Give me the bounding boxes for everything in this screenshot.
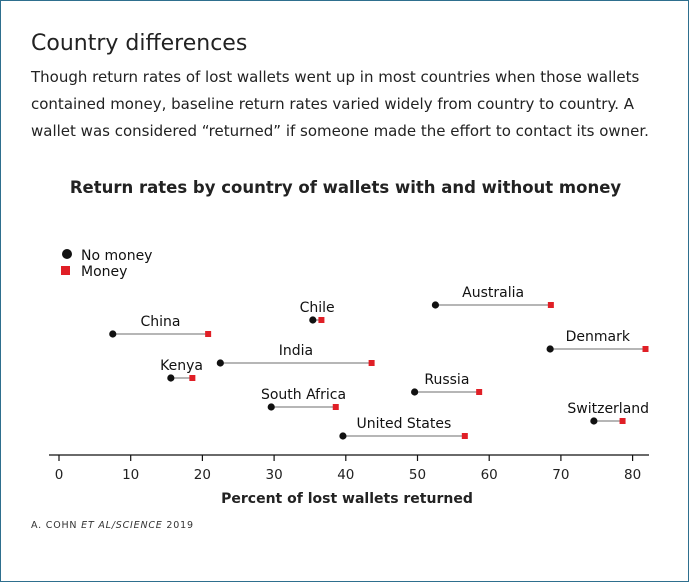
country-label: Denmark xyxy=(566,329,631,345)
no-money-point xyxy=(590,417,598,425)
money-point xyxy=(547,302,554,308)
country-chile: Chile xyxy=(300,300,335,324)
no-money-point xyxy=(339,432,347,440)
country-denmark: Denmark xyxy=(546,329,649,353)
x-axis-label: Percent of lost wallets returned xyxy=(221,491,473,507)
no-money-point xyxy=(216,359,224,367)
x-tick-label: 80 xyxy=(624,467,641,483)
country-australia: Australia xyxy=(431,285,554,309)
money-point xyxy=(476,389,483,395)
country-russia: Russia xyxy=(411,372,483,396)
money-point xyxy=(368,360,375,366)
country-kenya: Kenya xyxy=(160,358,203,382)
x-tick-label: 50 xyxy=(409,467,426,483)
x-tick-label: 40 xyxy=(337,467,354,483)
x-tick-label: 20 xyxy=(194,467,211,483)
money-point xyxy=(318,317,325,323)
no-money-point xyxy=(431,301,440,309)
country-china: China xyxy=(109,314,212,338)
no-money-point xyxy=(546,345,554,353)
country-label: China xyxy=(140,314,180,330)
money-point xyxy=(332,404,339,410)
country-label: Kenya xyxy=(160,358,203,374)
no-money-point xyxy=(267,403,275,411)
x-tick-label: 0 xyxy=(55,467,64,483)
country-south-africa: South Africa xyxy=(261,387,346,411)
source-publication: ET AL/SCIENCE xyxy=(81,520,163,531)
legend-no-money-label: No money xyxy=(81,248,152,264)
x-tick-label: 10 xyxy=(122,467,139,483)
figure-heading: Country differences xyxy=(31,31,248,56)
chart-title: Return rates by country of wallets with … xyxy=(69,178,622,197)
money-point xyxy=(205,331,212,337)
no-money-point xyxy=(109,330,117,338)
country-india: India xyxy=(216,343,375,367)
country-label: Switzerland xyxy=(567,401,649,417)
money-point xyxy=(642,346,649,352)
figure-description: Though return rates of lost wallets went… xyxy=(31,68,649,140)
no-money-point xyxy=(167,374,175,382)
money-point xyxy=(461,433,468,439)
legend-no-money-marker xyxy=(62,249,72,259)
legend-money-label: Money xyxy=(81,264,127,280)
x-tick-label: 60 xyxy=(481,467,498,483)
country-switzerland: Switzerland xyxy=(567,401,649,425)
country-label: Russia xyxy=(424,372,469,388)
country-united-states: United States xyxy=(339,416,468,440)
country-label: United States xyxy=(356,416,451,432)
source-year: 2019 xyxy=(162,520,194,531)
no-money-point xyxy=(411,388,419,396)
x-tick-label: 70 xyxy=(552,467,569,483)
source-credit: A. COHN ET AL/SCIENCE 2019 xyxy=(31,520,194,531)
legend: No money Money xyxy=(61,248,152,280)
country-label: Chile xyxy=(300,300,335,316)
no-money-point xyxy=(309,316,317,324)
source-author: A. COHN xyxy=(31,520,82,531)
x-axis-ticks: 0 10 20 30 40 50 60 70 80 xyxy=(55,455,641,483)
money-point xyxy=(619,418,626,424)
country-label: South Africa xyxy=(261,387,346,403)
money-point xyxy=(189,375,196,381)
legend-money-marker xyxy=(61,266,70,275)
chart-marks: China Chile Australia Denmark India Kenya Russ… xyxy=(109,285,649,440)
country-label: India xyxy=(279,343,313,359)
country-label: Australia xyxy=(462,285,524,301)
x-tick-label: 30 xyxy=(266,467,283,483)
